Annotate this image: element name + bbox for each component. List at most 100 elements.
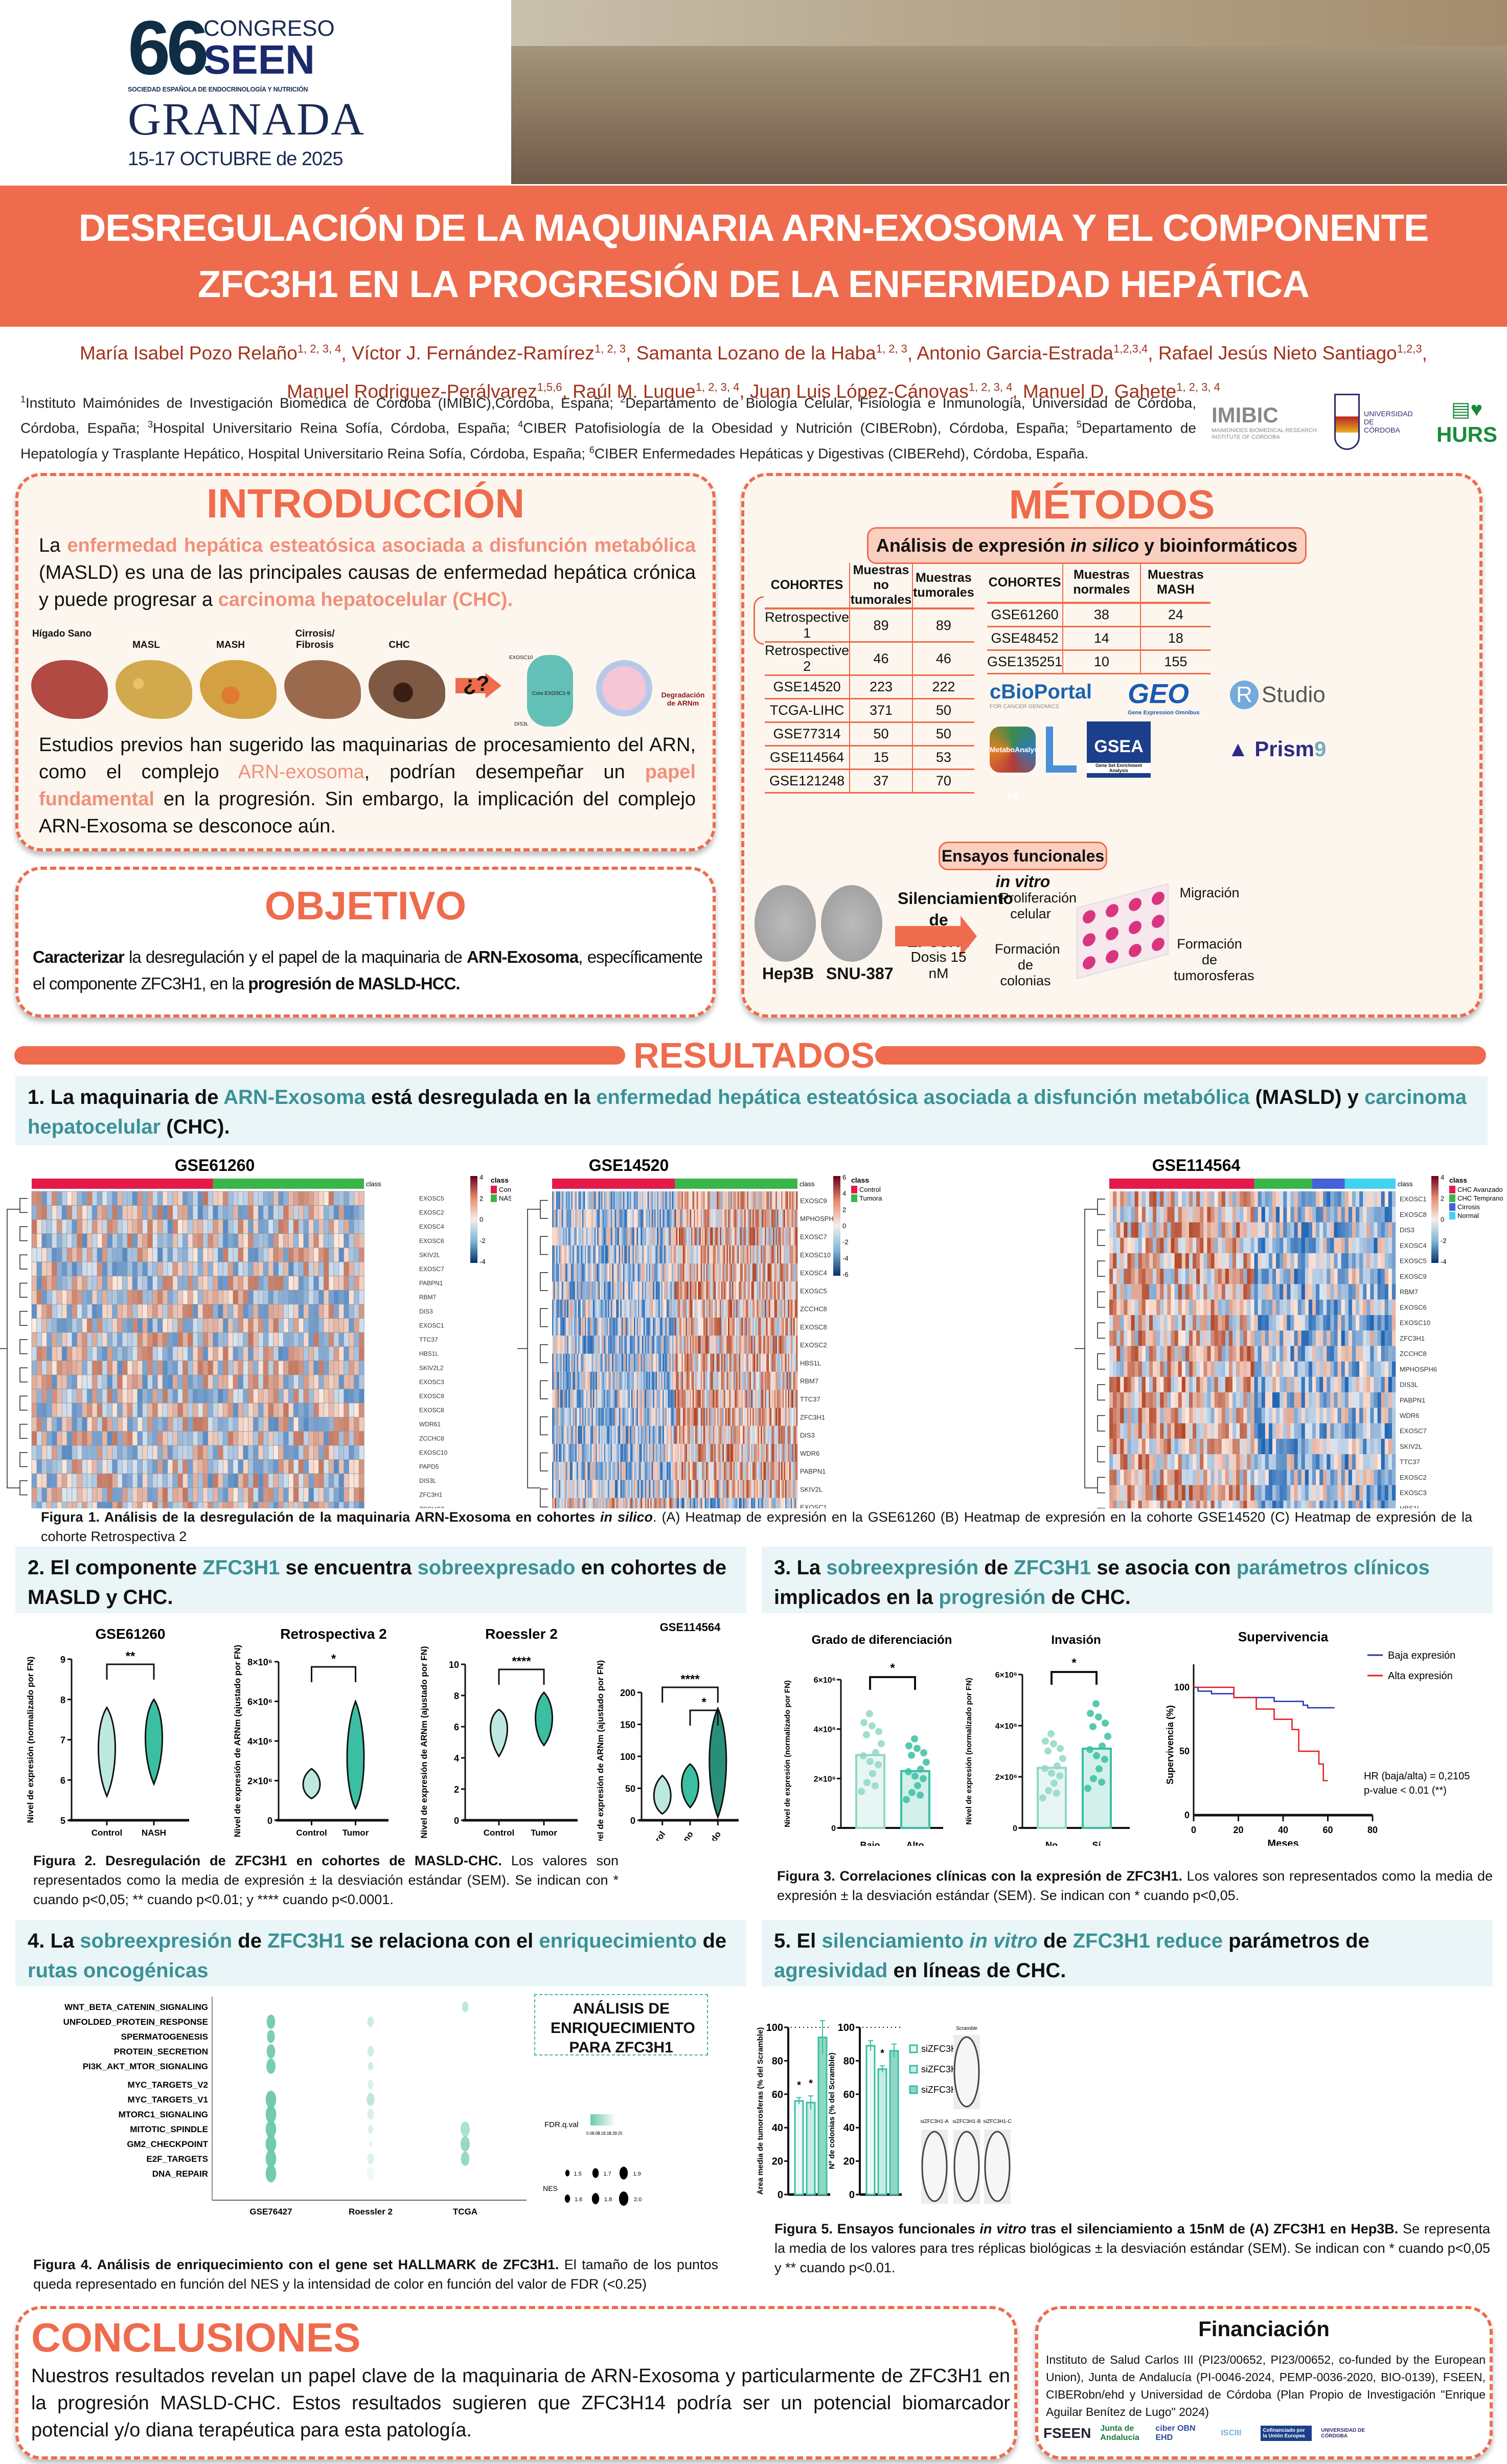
disease-progression-diagram: Hígado Sano MASL MASH Cirrosis/ Fibrosis… — [24, 624, 704, 727]
data-point — [858, 1788, 865, 1795]
scale-tick: -2 — [1441, 1237, 1447, 1245]
data-point — [1051, 1779, 1058, 1787]
enrichment-dot — [266, 2044, 276, 2059]
data-point — [1048, 1769, 1055, 1777]
y-axis-label: Nivel de expresión (normalizado por FN) — [26, 1657, 35, 1823]
y-tick-label: 0 — [778, 2189, 783, 2201]
table-row: GSE121248 37 70 — [765, 769, 974, 794]
table-header: Muestras no tumorales — [849, 563, 912, 609]
violin — [346, 1699, 365, 1810]
pathway-label: MYC_TARGETS_V1 — [128, 2095, 208, 2105]
violin — [709, 1706, 727, 1819]
y-tick-label: 100 — [766, 2022, 783, 2033]
prism-logo: ▲ Prism9 — [1227, 737, 1327, 761]
chart-title: Supervivencia — [1238, 1629, 1329, 1644]
data-point — [1059, 1755, 1066, 1762]
gene-label: RBM7 — [800, 1377, 818, 1385]
class-bar — [552, 1179, 675, 1189]
hcc-liver-icon — [369, 660, 445, 719]
bar — [806, 2101, 816, 2196]
violin — [302, 1768, 321, 1800]
x-tick-label: Control — [92, 1828, 122, 1838]
gene-label: ZFC3H1 — [1400, 1335, 1425, 1342]
affiliation: Departamento de Hepatología y Trasplante… — [20, 420, 1197, 461]
legend-label: Control — [859, 1186, 881, 1193]
plate-label: Scramble — [956, 2026, 978, 2031]
funding-text: Instituto de Salud Carlos III (PI23/0065… — [1046, 2353, 1486, 2418]
enrichment-dot — [368, 2062, 374, 2071]
data-point — [905, 1768, 912, 1776]
data-point — [1095, 1765, 1103, 1773]
pathway-label: MYC_TARGETS_V2 — [128, 2080, 208, 2090]
survival-curve — [1194, 1686, 1328, 1781]
scale-tick: -4 — [480, 1258, 486, 1265]
affiliation: Instituto Maimónides de Investigación Bi… — [26, 395, 621, 411]
legend-label: Baja expresión — [1388, 1650, 1455, 1661]
congress-dates: 15-17 OCTUBRE de 2025 — [128, 148, 343, 170]
gene-label: TTC37 — [800, 1395, 820, 1403]
intro-paragraph-1: La enfermedad hepática esteatósica asoci… — [39, 535, 696, 611]
y-tick-label: 10 — [449, 1660, 459, 1670]
table-cell: TCGA-LIHC — [765, 698, 850, 723]
stage-label: MASH — [216, 640, 245, 650]
table-cell: 50 — [911, 698, 974, 723]
violin — [145, 1698, 163, 1786]
chart-title: Roessler 2 — [485, 1626, 558, 1642]
chart-title: GSE114564 — [660, 1621, 721, 1634]
y-tick-label: 20 — [843, 2156, 855, 2167]
data-point — [1104, 1732, 1111, 1740]
gene-label: MPHOSPH6 — [1400, 1365, 1437, 1373]
enrichment-dot — [265, 2164, 277, 2183]
author: Rafael Jesús Nieto Santiago1,2,3 — [1158, 343, 1422, 364]
gene-label: ZCCHC8 — [1400, 1350, 1427, 1358]
gene-label: EXOSC4 — [800, 1269, 827, 1277]
significance-bracket — [661, 1686, 719, 1703]
legend-label: 1.8 — [604, 2197, 612, 2203]
table-cell: 18 — [1139, 626, 1211, 651]
class-bar — [1312, 1179, 1345, 1189]
cbioportal-logo: cBioPortal FOR CANCER GENOMICS — [990, 681, 1092, 710]
legend-swatch — [851, 1194, 857, 1202]
pathway-label: SPERMATOGENESIS — [121, 2032, 208, 2042]
alhambra-banner-image — [511, 0, 1507, 184]
geo-logo: GEO Gene Expression Omnibus — [1128, 679, 1200, 716]
methods-section: MÉTODOS Análisis de expresión in silico … — [741, 473, 1482, 1018]
gene-label: EXOSC9 — [419, 1392, 444, 1399]
legend-label: Normal — [1457, 1212, 1479, 1219]
hurs-logo: ▤♥ HURS — [1436, 397, 1497, 447]
significance-label: **** — [512, 1655, 531, 1668]
data-point — [1099, 1742, 1106, 1750]
scale-tick: -4 — [1441, 1258, 1447, 1265]
bar — [889, 2050, 899, 2196]
table-header: Muestras tumorales — [911, 563, 974, 609]
gene-label: EXOSC9 — [800, 1197, 827, 1205]
table-row: GSE77314 50 50 — [765, 722, 974, 747]
enrichment-dot — [368, 2079, 374, 2090]
affiliation: CIBER Patofisiología de la Obesidad y Nu… — [523, 420, 1077, 436]
scale-tick: -4 — [842, 1254, 849, 1262]
enrichment-dot — [367, 2109, 374, 2120]
result-2-heading: 2. El componente ZFC3H1 se encuentra sob… — [15, 1547, 746, 1613]
y-tick-label: 0 — [831, 1824, 836, 1833]
data-point — [1092, 1700, 1100, 1708]
table-cell: 37 — [849, 769, 912, 794]
gene-label: EXOSC3 — [419, 1378, 444, 1386]
table-cell: 89 — [849, 608, 912, 643]
table-cell: Retrospective 1 — [765, 608, 850, 643]
legend-swatch — [1449, 1212, 1455, 1219]
y-tick-label: 100 — [620, 1752, 635, 1762]
legend-swatch — [491, 1186, 497, 1193]
y-tick-label: 6 — [60, 1775, 65, 1785]
gene-label: MPHOSPH6 — [800, 1215, 837, 1223]
objective-section: OBJETIVO Caracterizar la desregulación y… — [15, 867, 716, 1018]
gene-label: DIS3 — [800, 1432, 815, 1439]
y-tick-label: 4 — [454, 1753, 459, 1764]
funding-logos: FSEEN Junta de Andalucía ciber OBN EHD I… — [1043, 2424, 1488, 2443]
congress-number: 66 — [128, 5, 209, 91]
table-cell: 222 — [911, 675, 974, 699]
y-tick-label: 4×10⁶ — [247, 1736, 272, 1747]
class-bar — [1254, 1179, 1312, 1189]
title-line-2: ZFC3H1 EN LA PROGRESIÓN DE LA ENFERMEDAD… — [198, 263, 1310, 305]
colony-plate-image — [953, 2131, 980, 2202]
scale-tick: -2 — [480, 1237, 486, 1245]
